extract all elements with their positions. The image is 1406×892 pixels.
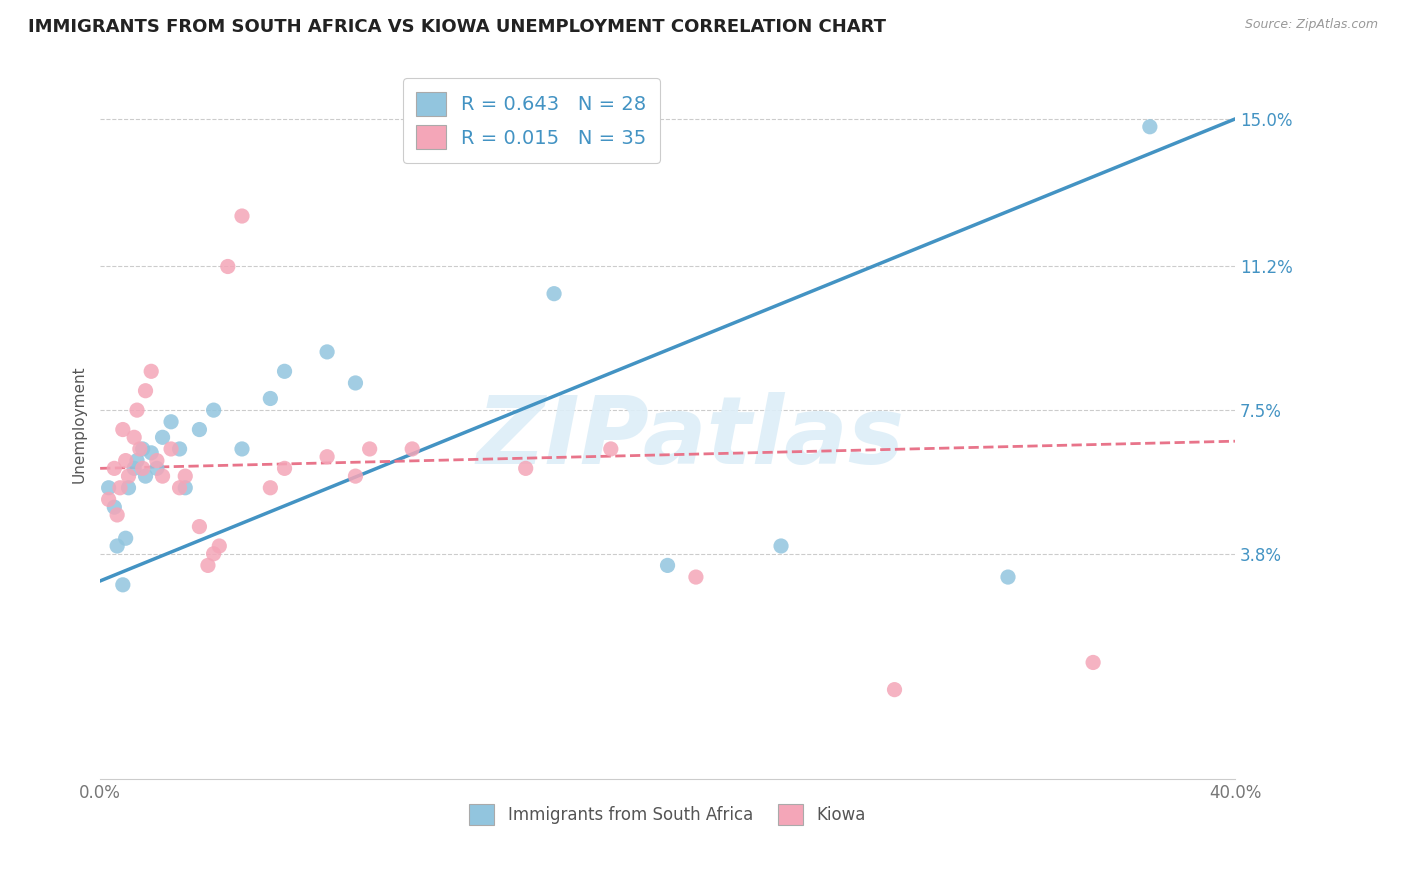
Point — [146, 461, 169, 475]
Point — [217, 260, 239, 274]
Point — [131, 442, 153, 456]
Point — [111, 578, 134, 592]
Point — [103, 461, 125, 475]
Point — [135, 384, 157, 398]
Point — [316, 450, 339, 464]
Point — [97, 481, 120, 495]
Point — [344, 376, 367, 390]
Y-axis label: Unemployment: Unemployment — [72, 365, 86, 483]
Point — [152, 430, 174, 444]
Point — [231, 209, 253, 223]
Point — [188, 519, 211, 533]
Point — [202, 547, 225, 561]
Point — [883, 682, 905, 697]
Point — [174, 481, 197, 495]
Point — [146, 453, 169, 467]
Point — [1139, 120, 1161, 134]
Point — [125, 453, 148, 467]
Point — [122, 461, 145, 475]
Point — [103, 500, 125, 515]
Point — [97, 492, 120, 507]
Point — [169, 481, 191, 495]
Point — [231, 442, 253, 456]
Point — [114, 453, 136, 467]
Point — [657, 558, 679, 573]
Point — [114, 531, 136, 545]
Point — [141, 446, 163, 460]
Point — [160, 415, 183, 429]
Point — [122, 430, 145, 444]
Point — [197, 558, 219, 573]
Point — [359, 442, 381, 456]
Point — [117, 469, 139, 483]
Point — [128, 442, 150, 456]
Point — [117, 481, 139, 495]
Point — [135, 469, 157, 483]
Point — [131, 461, 153, 475]
Point — [202, 403, 225, 417]
Point — [685, 570, 707, 584]
Point — [105, 508, 128, 522]
Point — [273, 461, 295, 475]
Point — [152, 469, 174, 483]
Point — [208, 539, 231, 553]
Point — [111, 423, 134, 437]
Point — [769, 539, 792, 553]
Point — [141, 364, 163, 378]
Point — [1081, 656, 1104, 670]
Point — [316, 345, 339, 359]
Point — [105, 539, 128, 553]
Point — [599, 442, 621, 456]
Point — [259, 481, 281, 495]
Legend: Immigrants from South Africa, Kiowa: Immigrants from South Africa, Kiowa — [460, 794, 876, 835]
Point — [401, 442, 423, 456]
Point — [543, 286, 565, 301]
Point — [174, 469, 197, 483]
Point — [169, 442, 191, 456]
Point — [273, 364, 295, 378]
Text: Source: ZipAtlas.com: Source: ZipAtlas.com — [1244, 18, 1378, 31]
Text: ZIPatlas: ZIPatlas — [477, 392, 904, 484]
Point — [515, 461, 537, 475]
Point — [188, 423, 211, 437]
Text: IMMIGRANTS FROM SOUTH AFRICA VS KIOWA UNEMPLOYMENT CORRELATION CHART: IMMIGRANTS FROM SOUTH AFRICA VS KIOWA UN… — [28, 18, 886, 36]
Point — [108, 481, 131, 495]
Point — [997, 570, 1019, 584]
Point — [125, 403, 148, 417]
Point — [259, 392, 281, 406]
Point — [344, 469, 367, 483]
Point — [160, 442, 183, 456]
